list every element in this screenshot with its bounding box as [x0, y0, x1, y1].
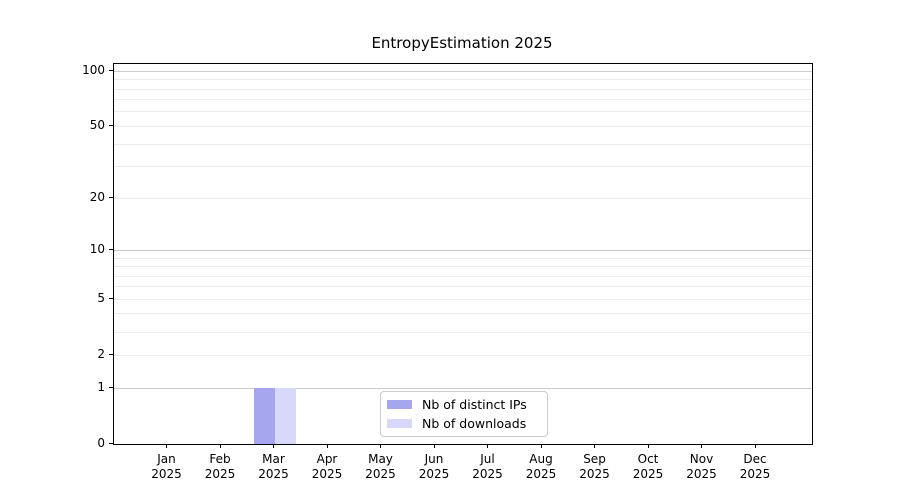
x-axis-tick [594, 444, 595, 448]
x-axis-tick-label: Mar 2025 [258, 452, 289, 481]
chart-title: EntropyEstimation 2025 [371, 34, 553, 52]
x-axis-tick [166, 444, 167, 448]
x-axis-tick-label: Apr 2025 [311, 452, 343, 481]
minor-gridline [114, 298, 812, 300]
x-axis-tick [326, 444, 328, 448]
minor-gridline [114, 331, 812, 333]
minor-gridline [114, 286, 812, 288]
x-axis-tick-label: Jun 2025 [418, 452, 450, 481]
minor-gridline [114, 197, 812, 199]
y-axis-tick-label: 20 [89, 190, 105, 205]
plot-area [113, 63, 813, 445]
minor-gridline [114, 166, 812, 168]
y-axis-tick [109, 248, 113, 250]
x-axis-tick-label: Sep 2025 [579, 452, 610, 481]
minor-gridline [114, 111, 812, 113]
legend-item-downloads: Nb of downloads [387, 416, 539, 433]
major-gridline [114, 70, 812, 72]
legend-label-downloads: Nb of downloads [422, 416, 527, 432]
y-axis-tick-label: 0 [97, 436, 105, 450]
x-axis-tick-label: May 2025 [365, 452, 396, 481]
minor-gridline [114, 313, 812, 315]
y-axis-tick [109, 297, 113, 299]
minor-gridline [114, 79, 812, 81]
major-gridline [114, 249, 812, 251]
minor-gridline [114, 275, 812, 277]
y-axis-tick-label: 5 [97, 291, 105, 306]
minor-gridline [114, 354, 812, 356]
y-axis-tick [109, 386, 113, 388]
y-axis-tick [109, 69, 113, 71]
minor-gridline [114, 125, 812, 127]
x-axis-tick [433, 444, 435, 448]
major-gridline [114, 387, 812, 389]
legend-swatch-downloads-icon [387, 419, 412, 429]
x-axis-tick [754, 444, 756, 448]
y-axis-tick [109, 124, 113, 126]
x-axis-tick [380, 444, 381, 448]
legend-swatch-distinct-ips-icon [387, 399, 412, 409]
y-axis-tick-label: 100 [82, 63, 105, 78]
x-axis-tick-label: Feb 2025 [204, 452, 236, 481]
minor-gridline [114, 99, 812, 101]
x-axis-tick-label: Aug 2025 [525, 452, 557, 481]
y-axis-tick-label: 1 [97, 380, 105, 394]
y-axis-tick [109, 196, 113, 198]
minor-gridline [114, 266, 812, 267]
y-axis-tick-label: 50 [89, 118, 105, 133]
bar-nb-of-distinct-ips [253, 388, 275, 444]
x-axis-tick-label: Oct 2025 [632, 452, 664, 481]
minor-gridline [114, 143, 812, 145]
y-axis-tick-label: 2 [97, 347, 105, 362]
x-axis-tick [273, 444, 274, 448]
x-axis-tick [219, 444, 221, 448]
x-axis-tick-label: Dec 2025 [739, 452, 771, 481]
x-axis-tick [647, 444, 649, 448]
legend-item-distinct-ips: Nb of distinct IPs [387, 396, 539, 413]
y-axis-tick [109, 442, 113, 444]
legend: Nb of distinct IPs Nb of downloads [380, 391, 548, 437]
x-axis-tick [701, 444, 702, 448]
legend-label-distinct-ips: Nb of distinct IPs [422, 396, 527, 412]
bar-nb-of-downloads [274, 388, 296, 444]
x-axis-tick [540, 444, 542, 448]
x-axis-tick-label: Jul 2025 [472, 452, 503, 481]
minor-gridline [114, 88, 812, 90]
y-axis-tick-label: 10 [89, 242, 105, 257]
minor-gridline [114, 257, 812, 259]
y-axis-tick [109, 353, 113, 355]
x-axis-tick-label: Nov 2025 [686, 452, 717, 481]
x-axis-tick-label: Jan 2025 [151, 452, 182, 481]
x-axis-tick [487, 444, 488, 448]
